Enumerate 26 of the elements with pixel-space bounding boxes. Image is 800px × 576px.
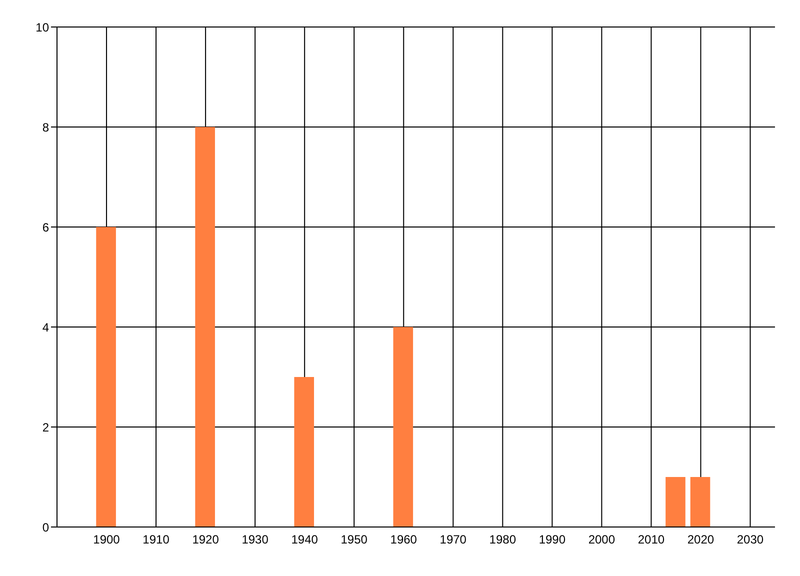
x-tick-label: 1990 <box>538 532 566 547</box>
x-tick-label: 1950 <box>340 532 368 547</box>
y-tick-label: 6 <box>42 220 50 234</box>
x-tick-label: 1940 <box>291 532 318 547</box>
bar <box>393 327 414 527</box>
x-tick-label: 1960 <box>390 532 418 547</box>
x-tick-label: 2010 <box>638 532 665 547</box>
y-tick-label: 8 <box>42 120 50 134</box>
bar <box>666 477 686 527</box>
x-tick-label: 1930 <box>242 532 269 547</box>
y-tick-label: 10 <box>36 20 50 34</box>
x-tick-label: 1920 <box>192 532 220 547</box>
bar <box>96 227 116 527</box>
bar <box>294 377 314 527</box>
y-tick-label: 2 <box>42 420 50 434</box>
y-tick-label: 0 <box>42 520 50 534</box>
y-tick-label: 4 <box>42 320 50 334</box>
bar <box>195 127 215 527</box>
x-tick-label: 1970 <box>440 532 467 547</box>
x-tick-label: 1980 <box>489 532 516 547</box>
x-tick-label: 2020 <box>687 532 714 547</box>
x-tick-label: 1910 <box>142 532 170 547</box>
x-tick-label: 2000 <box>588 532 616 547</box>
x-tick-label: 1900 <box>93 532 120 547</box>
x-tick-label: 2030 <box>736 532 764 547</box>
bar <box>690 477 710 527</box>
